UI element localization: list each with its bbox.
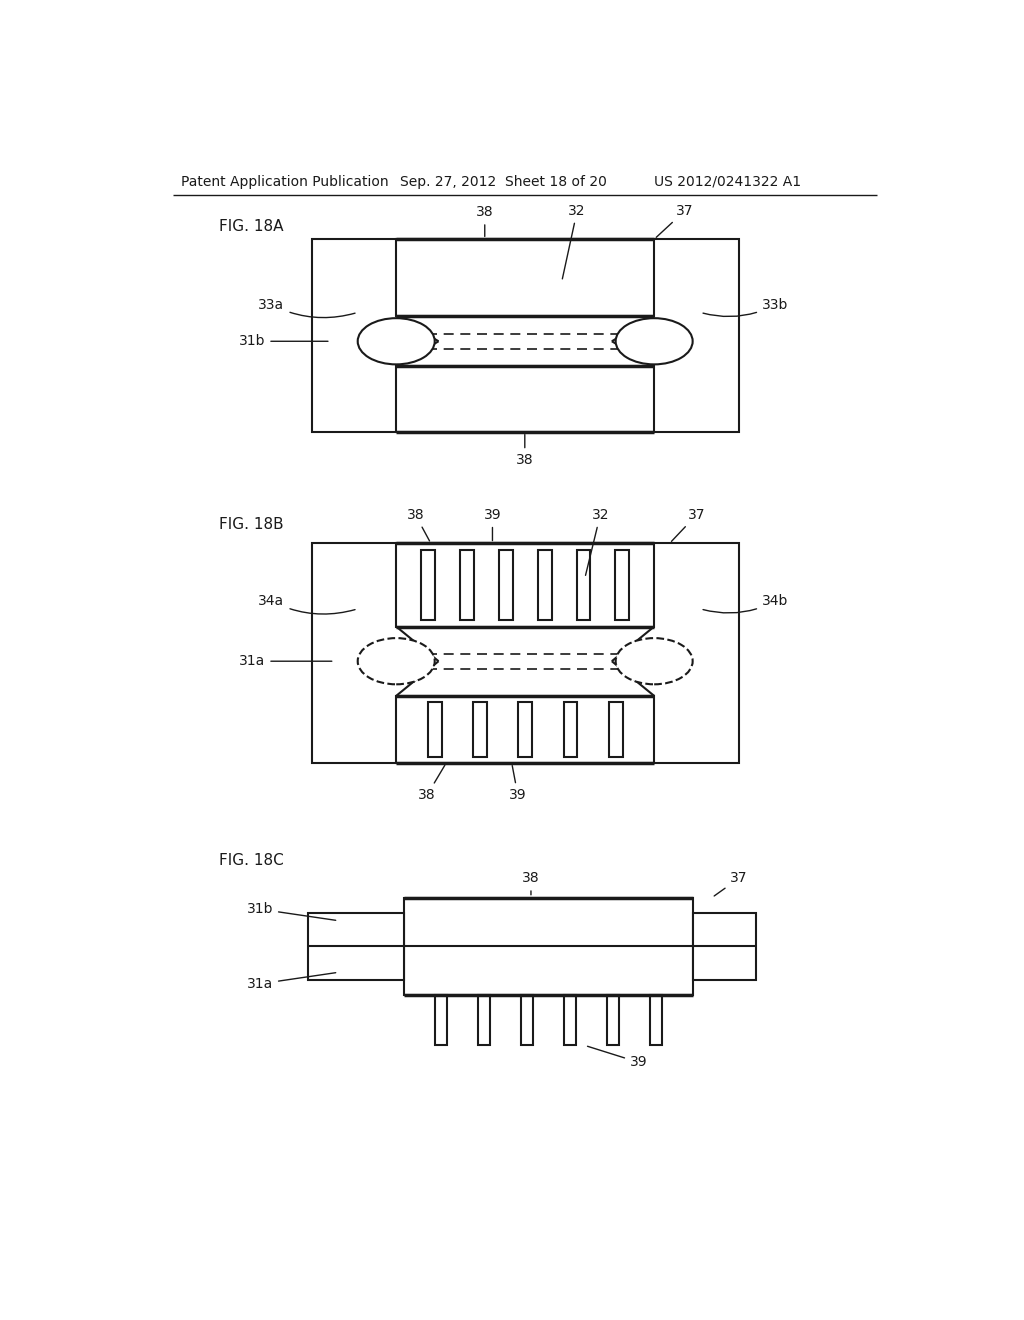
Text: 33b: 33b [703, 298, 788, 317]
Text: 37: 37 [656, 203, 693, 238]
Text: 38: 38 [407, 508, 429, 541]
Bar [396, 544, 654, 627]
Text: FIG. 18A: FIG. 18A [219, 219, 284, 234]
Text: 33a: 33a [258, 298, 355, 318]
Bar [434, 995, 446, 1045]
Bar [428, 702, 441, 756]
Ellipse shape [615, 638, 692, 684]
Text: 37: 37 [714, 871, 748, 896]
Text: 39: 39 [588, 1047, 647, 1069]
Text: 38: 38 [418, 766, 444, 803]
Bar [520, 995, 532, 1045]
Bar [499, 549, 513, 620]
Text: 31b: 31b [247, 902, 336, 920]
Bar [615, 549, 629, 620]
Bar [649, 995, 662, 1045]
Bar [307, 913, 403, 979]
Ellipse shape [357, 638, 435, 684]
Text: FIG. 18C: FIG. 18C [219, 853, 284, 869]
Text: Patent Application Publication: Patent Application Publication [180, 174, 388, 189]
Bar [403, 898, 692, 995]
Polygon shape [396, 317, 438, 367]
Bar [577, 549, 591, 620]
Text: 32: 32 [562, 203, 586, 279]
Text: 38: 38 [476, 206, 494, 236]
Text: 31a: 31a [247, 973, 336, 991]
Text: 38: 38 [522, 871, 540, 895]
Bar [311, 544, 739, 763]
Bar [609, 702, 623, 756]
Text: US 2012/0241322 A1: US 2012/0241322 A1 [654, 174, 802, 189]
Ellipse shape [357, 318, 435, 364]
Text: 38: 38 [516, 434, 534, 467]
Bar [396, 366, 654, 432]
Text: 31b: 31b [239, 334, 328, 348]
Bar [477, 995, 489, 1045]
Bar [460, 549, 474, 620]
Text: 31a: 31a [239, 655, 332, 668]
Bar [473, 702, 486, 756]
Ellipse shape [615, 318, 692, 364]
Text: 34a: 34a [258, 594, 355, 614]
Text: Sep. 27, 2012  Sheet 18 of 20: Sep. 27, 2012 Sheet 18 of 20 [400, 174, 607, 189]
Bar [692, 913, 756, 979]
Bar [396, 239, 654, 317]
Text: 39: 39 [483, 508, 502, 541]
Bar [606, 995, 618, 1045]
Text: 37: 37 [672, 508, 706, 541]
Text: 32: 32 [586, 508, 609, 576]
Bar [518, 702, 532, 756]
Bar [563, 995, 575, 1045]
Bar [311, 239, 739, 432]
Bar [421, 549, 435, 620]
Text: FIG. 18B: FIG. 18B [219, 516, 284, 532]
Bar [563, 702, 578, 756]
Text: 34b: 34b [703, 594, 788, 612]
Bar [396, 696, 654, 763]
Text: 39: 39 [509, 766, 526, 803]
Bar [538, 549, 552, 620]
